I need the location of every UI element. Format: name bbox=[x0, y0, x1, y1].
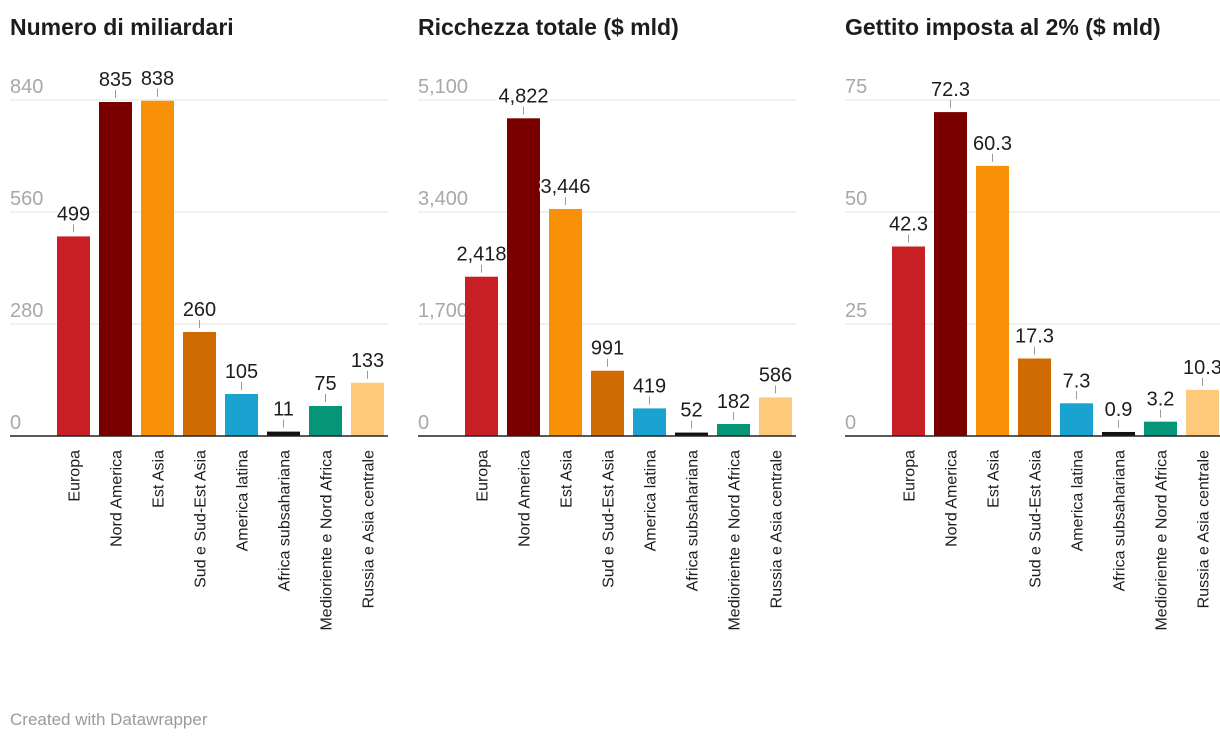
x-tick-label: Sud e Sud-Est Asia bbox=[1028, 450, 1045, 588]
chart-title: Gettito imposta al 2% ($ mld) bbox=[845, 14, 1161, 40]
value-label: 72.3 bbox=[931, 79, 970, 101]
value-label: 835 bbox=[99, 69, 132, 91]
value-label: 3,446 bbox=[540, 176, 590, 198]
chart-title: Numero di miliardari bbox=[10, 14, 234, 40]
y-tick-label: 5,100 bbox=[418, 76, 468, 98]
y-tick-label: 1,700 bbox=[418, 300, 468, 322]
x-tick-label: Nord America bbox=[944, 450, 961, 547]
value-label: 105 bbox=[225, 361, 258, 383]
chart-panels: Numero di miliardari 0 280 560 840 499 Europa 8… bbox=[10, 14, 1220, 631]
chart-panel-3: Gettito imposta al 2% ($ mld) 0 25 50 75 42.3… bbox=[845, 14, 1220, 631]
bar-europa bbox=[892, 246, 925, 436]
bar-sud-e-sud-est-asia bbox=[591, 370, 624, 436]
value-label: 17.3 bbox=[1015, 325, 1054, 347]
x-tick-label: America latina bbox=[1070, 450, 1087, 551]
value-label: 10.3 bbox=[1183, 357, 1220, 379]
x-tick-label: Est Asia bbox=[151, 450, 168, 508]
bar-africa-subsahariana bbox=[675, 432, 708, 436]
x-tick-label: Africa subsahariana bbox=[277, 450, 294, 592]
value-label: 52 bbox=[680, 400, 702, 422]
bar-america-latina bbox=[1060, 403, 1093, 436]
bar-medioriente-e-nord-africa bbox=[1144, 421, 1177, 436]
bar-nord-america bbox=[99, 102, 132, 436]
y-tick-label: 0 bbox=[418, 412, 429, 434]
bar-russia-e-asia-centrale bbox=[759, 397, 792, 436]
y-tick-label: 560 bbox=[10, 188, 43, 210]
bar-america-latina bbox=[633, 408, 666, 436]
bar-est-asia bbox=[141, 100, 174, 437]
value-label: 4,822 bbox=[498, 85, 548, 107]
x-tick-label: Russia e Asia centrale bbox=[361, 450, 378, 608]
value-label: 260 bbox=[183, 299, 216, 321]
bar-est-asia bbox=[976, 165, 1009, 436]
bar-medioriente-e-nord-africa bbox=[717, 424, 750, 436]
x-tick-label: Africa subsahariana bbox=[1112, 450, 1129, 592]
x-tick-label: Europa bbox=[475, 450, 492, 502]
bar-medioriente-e-nord-africa bbox=[309, 406, 342, 436]
bar-america-latina bbox=[225, 394, 258, 436]
value-label: 75 bbox=[314, 373, 336, 395]
value-label: 0.9 bbox=[1105, 399, 1133, 421]
bar-africa-subsahariana bbox=[1102, 431, 1135, 436]
bar-europa bbox=[57, 236, 90, 436]
bar-nord-america bbox=[934, 112, 967, 436]
value-label: 838 bbox=[141, 68, 174, 90]
y-tick-label: 3,400 bbox=[418, 188, 468, 210]
value-label: 7.3 bbox=[1063, 370, 1091, 392]
x-tick-label: Russia e Asia centrale bbox=[769, 450, 786, 608]
chart-panel-1: Numero di miliardari 0 280 560 840 499 Europa 8… bbox=[10, 14, 388, 631]
bar-europa bbox=[465, 276, 498, 436]
bar-russia-e-asia-centrale bbox=[1186, 389, 1219, 436]
y-tick-label: 0 bbox=[845, 412, 856, 434]
value-label: 42.3 bbox=[889, 213, 928, 235]
bar-russia-e-asia-centrale bbox=[351, 382, 384, 436]
x-tick-label: America latina bbox=[643, 450, 660, 551]
y-tick-label: 280 bbox=[10, 300, 43, 322]
credit-text: Created with Datawrapper bbox=[10, 710, 208, 729]
x-tick-label: Nord America bbox=[109, 450, 126, 547]
x-tick-label: Africa subsahariana bbox=[685, 450, 702, 592]
x-tick-label: America latina bbox=[235, 450, 252, 551]
x-tick-label: Europa bbox=[902, 450, 919, 502]
y-tick-label: 0 bbox=[10, 412, 21, 434]
x-tick-label: Est Asia bbox=[559, 450, 576, 508]
value-label: 133 bbox=[351, 350, 384, 372]
y-tick-label: 840 bbox=[10, 76, 43, 98]
bar-africa-subsahariana bbox=[267, 431, 300, 436]
x-tick-label: Russia e Asia centrale bbox=[1196, 450, 1213, 608]
value-label: 419 bbox=[633, 375, 666, 397]
bar-sud-e-sud-est-asia bbox=[183, 332, 216, 436]
x-tick-label: Medioriente e Nord Africa bbox=[319, 450, 336, 631]
value-label: 586 bbox=[759, 364, 792, 386]
x-tick-label: Sud e Sud-Est Asia bbox=[601, 450, 618, 588]
x-tick-label: Medioriente e Nord Africa bbox=[727, 450, 744, 631]
value-label: 499 bbox=[57, 203, 90, 225]
x-tick-label: Sud e Sud-Est Asia bbox=[193, 450, 210, 588]
chart-title: Ricchezza totale ($ mld) bbox=[418, 14, 679, 40]
x-tick-label: Est Asia bbox=[986, 450, 1003, 508]
value-label: 2,418 bbox=[456, 244, 506, 266]
y-tick-label: 75 bbox=[845, 76, 867, 98]
y-tick-label: 50 bbox=[845, 188, 867, 210]
x-tick-label: Nord America bbox=[517, 450, 534, 547]
bar-nord-america bbox=[507, 118, 540, 436]
bar-sud-e-sud-est-asia bbox=[1018, 358, 1051, 436]
chart-panel-2: Ricchezza totale ($ mld) 0 1,700 3,400 5,100… bbox=[418, 14, 796, 631]
y-tick-label: 25 bbox=[845, 300, 867, 322]
value-label: 182 bbox=[717, 391, 750, 413]
x-tick-label: Medioriente e Nord Africa bbox=[1154, 450, 1171, 631]
value-label: 991 bbox=[591, 338, 624, 360]
value-label: 3.2 bbox=[1147, 389, 1175, 411]
bar-est-asia bbox=[549, 208, 582, 436]
x-tick-label: Europa bbox=[67, 450, 84, 502]
value-label: 11 bbox=[273, 399, 294, 421]
value-label: 60.3 bbox=[973, 133, 1012, 155]
